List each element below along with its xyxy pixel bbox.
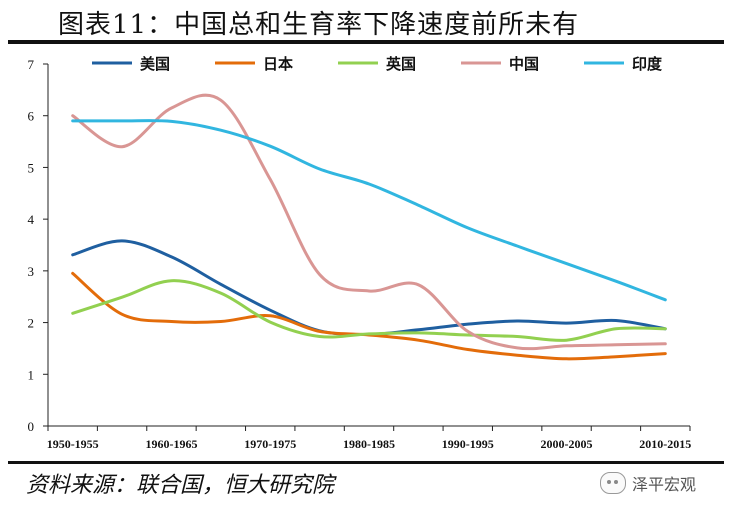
x-tick-label: 1960-1965: [145, 437, 197, 451]
legend-label: 中国: [509, 55, 539, 73]
legend-label: 印度: [632, 55, 663, 73]
bottom-rule: [8, 461, 724, 464]
y-tick-label: 7: [28, 57, 35, 72]
x-tick-label: 1970-1975: [244, 437, 296, 451]
series-line: [71, 119, 667, 302]
legend-label: 英国: [386, 55, 416, 73]
y-tick-label: 5: [28, 160, 35, 175]
plot-area: 0 1 2 3 4 5 6 7 1950-1955 1960-1965 1970-1975 1980-…: [28, 55, 692, 451]
series-line: [71, 279, 667, 342]
series-line: [71, 93, 667, 351]
y-tick-label: 3: [28, 264, 35, 279]
x-tick-label: 1950-1955: [47, 437, 99, 451]
y-tick-label: 0: [28, 419, 35, 434]
line-chart: 0 1 2 3 4 5 6 7 1950-1955 1960-1965 1970-1975 1980-…: [28, 55, 692, 451]
source-note: 资料来源：联合国，恒大研究院: [26, 473, 335, 498]
y-tick-label: 4: [28, 212, 35, 227]
x-tick-label: 2000-2005: [541, 437, 593, 451]
legend-label: 日本: [263, 55, 293, 73]
watermark-text: 泽平宏观: [632, 475, 697, 494]
x-tick-label: 2010-2015: [639, 437, 691, 451]
x-tick-label: 1980-1985: [343, 437, 395, 451]
watermark: 泽平宏观: [600, 470, 720, 496]
wechat-icon: [600, 472, 626, 494]
chart-title: 图表11：中国总和生育率下降速度前所未有: [58, 10, 580, 40]
legend-label: 美国: [140, 55, 170, 73]
y-tick-label: 2: [28, 316, 35, 331]
y-tick-label: 6: [28, 109, 35, 124]
top-rule: [8, 40, 724, 44]
y-tick-label: 1: [28, 367, 35, 382]
x-tick-label: 1990-1995: [442, 437, 494, 451]
